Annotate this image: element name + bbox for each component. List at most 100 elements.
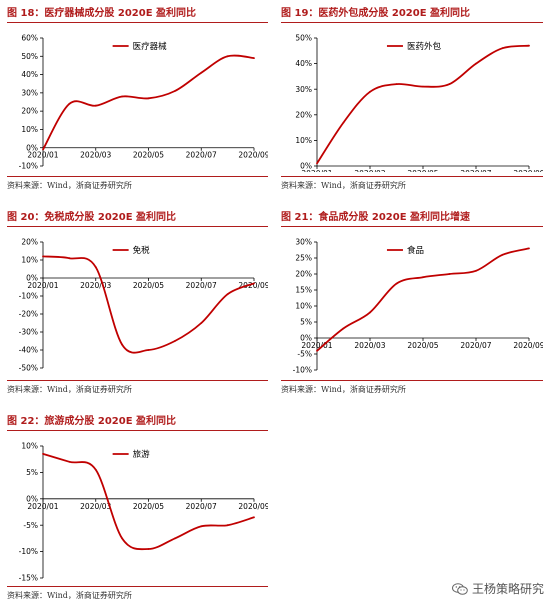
source-note: 资料来源：Wind，浙商证券研究所 (7, 181, 132, 190)
data-point (528, 44, 530, 47)
x-tick-label: 2020/01 (301, 341, 332, 350)
y-tick-label: 0% (300, 334, 312, 343)
source-divider (281, 176, 543, 177)
x-tick-label: 2020/09 (238, 281, 268, 290)
x-tick-label: 2020/01 (301, 169, 332, 172)
data-point (226, 293, 229, 296)
chart-panel-18: 图 18：医疗器械成分股 2020E 盈利同比 -10% 0% 10% 20% 30% 4… (7, 6, 268, 198)
title-divider (7, 226, 268, 227)
data-point (68, 257, 71, 260)
title-divider (281, 22, 543, 23)
data-point (68, 102, 71, 105)
source-note: 资料来源：Wind，浙商证券研究所 (7, 591, 132, 600)
x-tick-label: 2020/09 (238, 502, 268, 511)
chart-title: 图 18：医疗器械成分股 2020E 盈利同比 (7, 8, 197, 19)
data-point (174, 340, 176, 342)
data-point (448, 273, 451, 275)
y-tick-label: -20% (19, 310, 38, 319)
data-point (42, 255, 44, 258)
y-tick-label: -10% (19, 162, 38, 171)
data-point (94, 468, 97, 471)
wechat-icon (451, 582, 468, 595)
y-tick-label: 50% (21, 52, 38, 61)
data-point (395, 282, 398, 285)
chart-svg: 0% 10% 20% 30% 40% 50% 2020/01 2020/03 2020/05 20… (295, 34, 543, 172)
data-point (501, 253, 504, 256)
data-point (253, 516, 255, 519)
x-tick-label: 2020/01 (27, 151, 58, 160)
x-tick-label: 2020/05 (407, 341, 438, 350)
x-tick-label: 2020/03 (80, 281, 111, 290)
data-point (42, 148, 44, 151)
title-divider (281, 226, 543, 227)
source-divider (281, 380, 543, 381)
data-point (147, 548, 150, 550)
data-point (369, 311, 371, 314)
data-point (42, 453, 44, 455)
y-tick-label: 10% (295, 302, 312, 311)
y-tick-label: -40% (19, 346, 38, 355)
chart-svg: -15% -10% -5% 0% 5% 10% 2020/01 2020/03 2020/05 2… (19, 442, 268, 583)
chart-panel-22: 图 22：旅游成分股 2020E 盈利同比 -15% -10% -5% 0% 5% 10%… (7, 414, 268, 604)
y-tick-label: 10% (21, 442, 38, 451)
data-point (528, 247, 530, 250)
chart-panel-19: 图 19：医药外包成分股 2020E 盈利同比 0% 10% 20% 30% 40% 50… (281, 6, 543, 198)
data-point (475, 62, 477, 65)
y-tick-label: 50% (295, 34, 312, 43)
series-line (42, 54, 255, 150)
data-point (200, 525, 203, 528)
y-tick-label: 25% (295, 254, 312, 263)
y-tick-label: -5% (297, 350, 312, 359)
data-point (147, 349, 150, 351)
legend-label: 免税 (133, 245, 151, 256)
data-point (422, 85, 424, 88)
data-point (147, 97, 150, 100)
y-tick-label: 60% (21, 34, 38, 43)
y-tick-label: 15% (295, 286, 312, 295)
data-point (448, 83, 451, 85)
x-tick-label: 2020/03 (80, 502, 111, 511)
source-note: 资料来源：Wind，浙商证券研究所 (281, 385, 406, 394)
x-tick-label: 2020/05 (133, 151, 164, 160)
data-point (342, 121, 345, 124)
y-tick-label: 0% (300, 162, 312, 171)
x-tick-label: 2020/09 (513, 341, 543, 350)
chart-svg: -10% 0% 10% 20% 30% 40% 50% 60% 2020/01 2020/03 20… (19, 34, 268, 171)
data-point (121, 95, 123, 98)
source-divider (7, 176, 268, 177)
x-tick-label: 2020/09 (238, 151, 268, 160)
legend-label: 医药外包 (407, 41, 442, 52)
data-point (226, 55, 229, 58)
y-tick-label: 40% (295, 59, 312, 68)
data-point (342, 327, 345, 330)
y-tick-label: -15% (19, 574, 38, 583)
chart-panel-20: 图 20：免税成分股 2020E 盈利同比 -50% -40% -30% -20% -1… (7, 210, 268, 402)
x-tick-label: 2020/07 (186, 502, 217, 511)
chart-svg: -10% -5% 0% 5% 10% 15% 20% 25% 30% 2020/01 2020/03… (293, 238, 543, 375)
y-tick-label: 10% (21, 256, 38, 265)
watermark-text: 王杨策略研究 (471, 582, 544, 596)
data-point (121, 343, 123, 346)
data-point (200, 71, 203, 74)
x-tick-label: 2020/01 (27, 502, 58, 511)
legend-label: 食品 (407, 245, 424, 256)
legend-label: 医疗器械 (133, 41, 168, 52)
data-point (422, 276, 424, 279)
chart-title: 图 22：旅游成分股 2020E 盈利同比 (7, 416, 177, 427)
title-divider (7, 22, 268, 23)
y-tick-label: -10% (19, 292, 38, 301)
x-tick-label: 2020/03 (80, 151, 111, 160)
data-point (200, 322, 203, 324)
x-tick-label: 2020/07 (460, 169, 491, 172)
source-divider (7, 586, 268, 587)
chart-svg: -50% -40% -30% -20% -10% 0% 10% 20% 2020/01 2020/… (19, 238, 268, 373)
y-tick-label: 20% (21, 238, 38, 247)
title-divider (7, 430, 268, 431)
series-line (42, 255, 255, 354)
x-tick-label: 2020/01 (27, 281, 58, 290)
y-tick-label: 30% (295, 238, 312, 247)
y-tick-label: -10% (293, 366, 312, 375)
y-tick-label: 20% (295, 110, 312, 119)
x-tick-label: 2020/07 (186, 151, 217, 160)
y-tick-label: -50% (19, 364, 38, 373)
